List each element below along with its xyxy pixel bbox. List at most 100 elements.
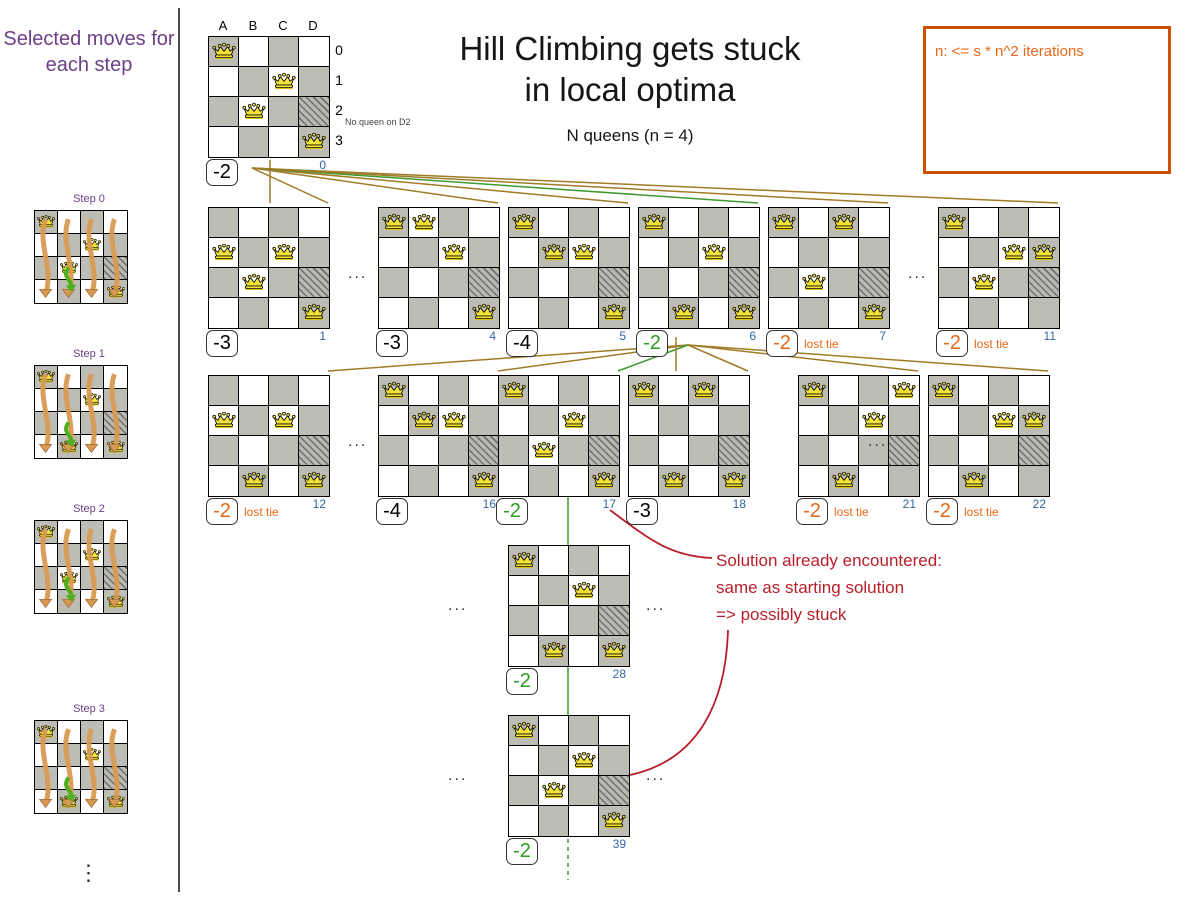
chessboard-cell[interactable] — [469, 436, 499, 466]
chessboard-cell[interactable] — [689, 436, 719, 466]
chessboard-cell[interactable] — [209, 466, 239, 496]
chessboard-cell[interactable] — [539, 636, 569, 666]
chessboard-cell[interactable] — [599, 298, 629, 328]
chessboard-cell[interactable] — [539, 716, 569, 746]
chessboard-cell[interactable] — [239, 37, 269, 67]
chessboard-cell[interactable] — [539, 546, 569, 576]
chessboard-cell[interactable] — [569, 208, 599, 238]
chessboard-cell[interactable] — [509, 776, 539, 806]
chessboard-cell[interactable] — [729, 268, 759, 298]
chessboard-cell[interactable] — [669, 298, 699, 328]
chessboard-cell[interactable] — [379, 298, 409, 328]
chessboard-cell[interactable] — [1029, 268, 1059, 298]
chessboard-cell[interactable] — [589, 436, 619, 466]
chessboard-cell[interactable] — [539, 268, 569, 298]
chessboard-cell[interactable] — [299, 67, 329, 97]
chessboard-cell[interactable] — [599, 636, 629, 666]
chessboard-cell[interactable] — [509, 636, 539, 666]
chessboard-cell[interactable] — [719, 466, 749, 496]
chessboard-cell[interactable] — [599, 606, 629, 636]
chessboard-cell[interactable] — [379, 466, 409, 496]
chessboard-cell[interactable] — [1019, 406, 1049, 436]
chessboard-cell[interactable] — [689, 406, 719, 436]
chessboard-cell[interactable] — [859, 406, 889, 436]
chessboard-cell[interactable] — [509, 576, 539, 606]
chessboard-cell[interactable] — [439, 298, 469, 328]
chessboard-cell[interactable] — [929, 406, 959, 436]
chessboard-cell[interactable] — [559, 436, 589, 466]
chessboard-cell[interactable] — [639, 268, 669, 298]
chessboard-cell[interactable] — [719, 406, 749, 436]
chessboard-cell[interactable] — [539, 606, 569, 636]
chessboard-cell[interactable] — [889, 466, 919, 496]
chessboard-cell[interactable] — [469, 298, 499, 328]
chessboard-cell[interactable] — [799, 298, 829, 328]
chessboard-cell[interactable] — [469, 406, 499, 436]
chessboard-cell[interactable] — [599, 716, 629, 746]
chessboard-cell[interactable] — [299, 298, 329, 328]
chessboard-cell[interactable] — [239, 376, 269, 406]
chessboard-cell[interactable] — [799, 268, 829, 298]
chessboard-cell[interactable] — [409, 466, 439, 496]
chessboard-cell[interactable] — [539, 776, 569, 806]
chessboard-cell[interactable] — [589, 466, 619, 496]
chessboard-cell[interactable] — [439, 238, 469, 268]
chessboard-cell[interactable] — [209, 406, 239, 436]
chessboard-cell[interactable] — [859, 466, 889, 496]
chessboard-cell[interactable] — [959, 436, 989, 466]
chessboard-cell[interactable] — [599, 806, 629, 836]
chessboard-cell[interactable] — [529, 406, 559, 436]
chessboard-cell[interactable] — [499, 376, 529, 406]
chessboard-cell[interactable] — [939, 238, 969, 268]
chessboard-cell[interactable] — [729, 298, 759, 328]
chessboard-cell[interactable] — [299, 436, 329, 466]
chessboard-cell[interactable] — [699, 208, 729, 238]
chessboard-cell[interactable] — [829, 208, 859, 238]
chessboard-cell[interactable] — [509, 716, 539, 746]
chessboard-cell[interactable] — [539, 208, 569, 238]
chessboard-cell[interactable] — [659, 406, 689, 436]
chessboard-cell[interactable] — [599, 746, 629, 776]
chessboard-cell[interactable] — [509, 298, 539, 328]
chessboard-cell[interactable] — [859, 208, 889, 238]
chessboard-cell[interactable] — [669, 208, 699, 238]
chessboard-cell[interactable] — [529, 436, 559, 466]
chessboard-cell[interactable] — [829, 298, 859, 328]
chessboard-cell[interactable] — [959, 376, 989, 406]
chessboard-cell[interactable] — [539, 746, 569, 776]
chessboard-cell[interactable] — [209, 436, 239, 466]
chessboard-cell[interactable] — [969, 208, 999, 238]
chessboard-cell[interactable] — [799, 238, 829, 268]
chessboard-cell[interactable] — [209, 37, 239, 67]
chessboard-cell[interactable] — [509, 208, 539, 238]
chessboard-cell[interactable] — [689, 376, 719, 406]
chessboard-cell[interactable] — [439, 376, 469, 406]
chessboard-cell[interactable] — [379, 238, 409, 268]
chessboard-cell[interactable] — [659, 436, 689, 466]
chessboard-cell[interactable] — [409, 376, 439, 406]
chessboard-cell[interactable] — [269, 127, 299, 157]
chessboard-cell[interactable] — [409, 406, 439, 436]
chessboard-cell[interactable] — [769, 268, 799, 298]
chessboard-cell[interactable] — [659, 466, 689, 496]
chessboard-cell[interactable] — [409, 208, 439, 238]
chessboard-cell[interactable] — [269, 376, 299, 406]
chessboard-cell[interactable] — [669, 238, 699, 268]
chessboard-cell[interactable] — [209, 127, 239, 157]
chessboard-cell[interactable] — [379, 268, 409, 298]
chessboard-cell[interactable] — [539, 806, 569, 836]
chessboard-cell[interactable] — [599, 546, 629, 576]
chessboard-cell[interactable] — [409, 238, 439, 268]
chessboard-cell[interactable] — [239, 127, 269, 157]
chessboard-cell[interactable] — [799, 406, 829, 436]
chessboard-cell[interactable] — [569, 806, 599, 836]
chessboard-cell[interactable] — [209, 376, 239, 406]
chessboard-cell[interactable] — [209, 97, 239, 127]
chessboard-cell[interactable] — [239, 298, 269, 328]
chessboard-cell[interactable] — [439, 466, 469, 496]
chessboard-cell[interactable] — [719, 436, 749, 466]
chessboard-cell[interactable] — [989, 466, 1019, 496]
chessboard-cell[interactable] — [929, 466, 959, 496]
chessboard-cell[interactable] — [599, 576, 629, 606]
chessboard-cell[interactable] — [469, 268, 499, 298]
